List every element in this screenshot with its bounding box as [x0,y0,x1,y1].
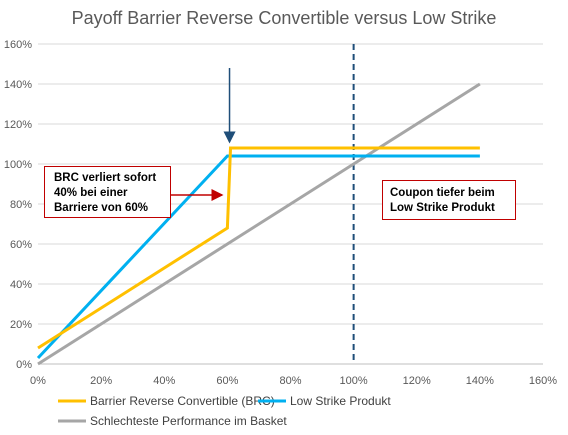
y-tick-label: 20% [10,319,32,331]
x-tick-label: 40% [153,375,175,387]
series-line-1 [36,154,480,360]
y-tick-label: 160% [4,39,32,51]
legend-label-2: Schlechteste Performance im Basket [90,414,287,428]
chart-title: Payoff Barrier Reverse Convertible versu… [72,8,497,28]
y-tick-label: 100% [4,159,32,171]
x-tick-label: 140% [466,375,494,387]
legend-label-1: Low Strike Produkt [290,394,391,408]
legend: Barrier Reverse Convertible (BRC) Low Str… [58,394,391,428]
series-lines [36,82,481,366]
annotation-coupon-lower: Coupon tiefer beim Low Strike Produkt [382,180,516,220]
y-axis-ticks: 0% 20% 40% 60% 80% 100% 120% 140% 160% [4,39,32,371]
y-tick-label: 60% [10,239,32,251]
y-tick-label: 40% [10,279,32,291]
y-tick-label: 120% [4,119,32,131]
y-tick-label: 80% [10,199,32,211]
y-tick-label: 0% [16,359,32,371]
x-tick-label: 80% [279,375,301,387]
x-tick-label: 60% [216,375,238,387]
annotation-brc-loss: BRC verliert sofort 40% bei einer Barrie… [44,166,171,218]
x-tick-label: 0% [30,375,46,387]
x-tick-label: 120% [403,375,431,387]
x-tick-label: 160% [529,375,557,387]
series-line-0 [37,146,480,350]
y-tick-label: 140% [4,79,32,91]
x-tick-label: 20% [90,375,112,387]
x-axis-ticks: 0% 20% 40% 60% 80% 100% 120% 140% 160% [30,375,557,387]
series-line-2 [37,82,481,366]
legend-label-0: Barrier Reverse Convertible (BRC) [90,394,275,408]
annotation-arrows [171,68,236,201]
x-tick-label: 100% [340,375,368,387]
